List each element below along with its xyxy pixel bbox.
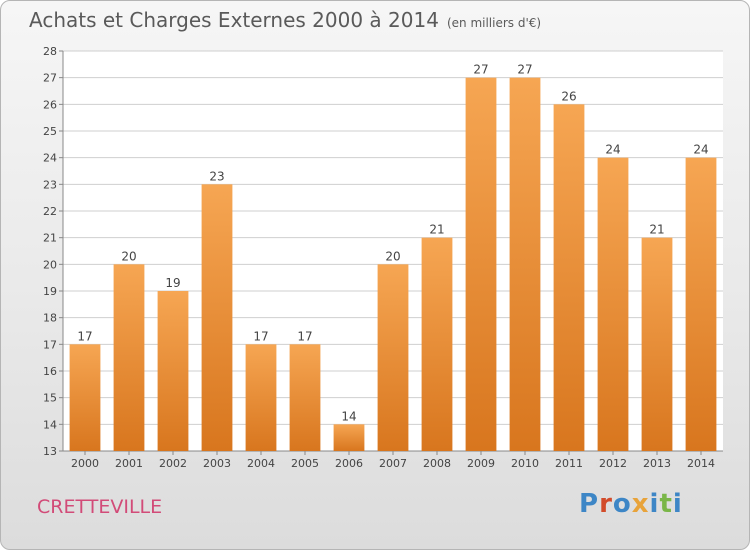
data-label: 14 xyxy=(341,409,356,423)
y-tick-label: 25 xyxy=(43,125,57,138)
data-label: 27 xyxy=(473,63,488,77)
data-label: 24 xyxy=(605,143,620,157)
bar xyxy=(113,264,145,451)
x-tick-label: 2006 xyxy=(335,457,363,470)
x-tick-label: 2008 xyxy=(423,457,451,470)
logo-letter: P xyxy=(579,489,600,519)
bar xyxy=(245,344,277,451)
x-tick-label: 2011 xyxy=(555,457,583,470)
logo-letter: x xyxy=(631,489,650,519)
y-tick-label: 20 xyxy=(43,258,57,271)
y-tick-label: 21 xyxy=(43,232,57,245)
bar xyxy=(377,264,409,451)
data-label: 20 xyxy=(385,249,400,263)
bar xyxy=(289,344,321,451)
x-tick-label: 2002 xyxy=(159,457,187,470)
bar xyxy=(421,237,453,451)
data-label: 24 xyxy=(693,143,708,157)
x-tick-label: 2000 xyxy=(71,457,99,470)
bar xyxy=(69,344,101,451)
x-tick-label: 2010 xyxy=(511,457,539,470)
data-label: 21 xyxy=(429,223,444,237)
logo-letter: t xyxy=(659,489,673,519)
x-tick-label: 2005 xyxy=(291,457,319,470)
y-tick-label: 22 xyxy=(43,205,57,218)
y-tick-label: 26 xyxy=(43,98,57,111)
x-tick-label: 2009 xyxy=(467,457,495,470)
bar xyxy=(509,77,541,452)
x-tick-label: 2014 xyxy=(687,457,715,470)
chart-title-block: Achats et Charges Externes 2000 à 2014 (e… xyxy=(29,8,541,32)
commune-name: CRETTEVILLE xyxy=(37,496,163,518)
y-tick-label: 27 xyxy=(43,72,57,85)
y-tick-label: 24 xyxy=(43,152,57,165)
bar xyxy=(201,184,233,452)
data-label: 21 xyxy=(649,223,664,237)
y-tick-label: 15 xyxy=(43,392,57,405)
bar xyxy=(641,237,673,451)
logo-letter: r xyxy=(599,489,613,519)
proxiti-logo: Proxiti xyxy=(579,489,683,519)
data-label: 17 xyxy=(253,329,268,343)
bar xyxy=(553,104,585,451)
data-label: 23 xyxy=(209,169,224,183)
y-tick-label: 18 xyxy=(43,312,57,325)
bar xyxy=(597,157,629,451)
bar xyxy=(157,291,189,451)
y-tick-label: 16 xyxy=(43,365,57,378)
logo-letter: o xyxy=(612,489,632,519)
bar xyxy=(465,77,497,452)
x-tick-label: 2007 xyxy=(379,457,407,470)
x-tick-label: 2013 xyxy=(643,457,671,470)
chart-subtitle: (en milliers d'€) xyxy=(446,16,542,30)
y-tick-label: 17 xyxy=(43,338,57,351)
data-label: 17 xyxy=(77,329,92,343)
x-tick-label: 2012 xyxy=(599,457,627,470)
logo-letter: i xyxy=(649,489,660,519)
logo-letter: i xyxy=(672,489,683,519)
y-tick-label: 23 xyxy=(43,178,57,191)
y-tick-label: 28 xyxy=(43,45,57,58)
x-tick-label: 2004 xyxy=(247,457,275,470)
bar xyxy=(685,157,717,451)
x-tick-label: 2001 xyxy=(115,457,143,470)
y-tick-label: 14 xyxy=(43,418,57,431)
x-tick-label: 2003 xyxy=(203,457,231,470)
data-label: 17 xyxy=(297,329,312,343)
bar xyxy=(333,424,365,451)
y-tick-label: 19 xyxy=(43,285,57,298)
chart-title: Achats et Charges Externes 2000 à 2014 xyxy=(29,8,439,32)
data-label: 19 xyxy=(165,276,180,290)
data-label: 26 xyxy=(561,89,576,103)
data-label: 27 xyxy=(517,63,532,77)
y-tick-label: 13 xyxy=(43,445,57,458)
data-label: 20 xyxy=(121,249,136,263)
